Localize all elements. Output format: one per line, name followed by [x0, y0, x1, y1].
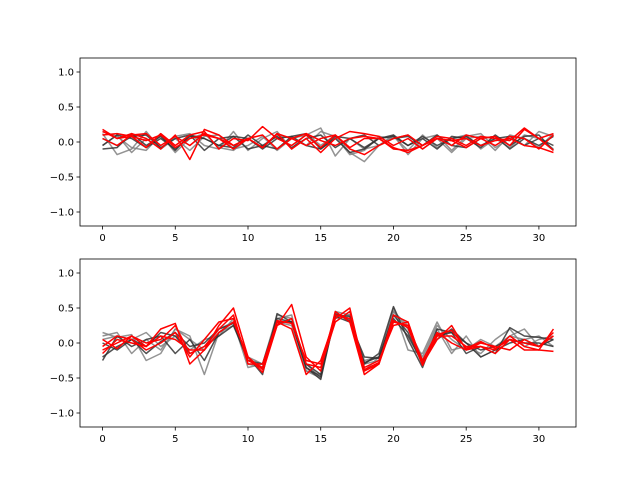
series-line-gray: [102, 130, 554, 156]
x-tick-label: 25: [460, 434, 473, 445]
x-tick-label: 30: [533, 233, 546, 244]
series-line-gray: [102, 130, 554, 163]
y-axis-top: −1.0 −0.5 0.0 0.5 1.0: [50, 68, 80, 219]
x-tick-label: 15: [314, 233, 327, 244]
x-tick-label: 10: [242, 233, 255, 244]
series-lines-top: [101, 125, 554, 163]
y-tick-label: −0.5: [50, 173, 74, 184]
x-tick-label: 15: [314, 434, 327, 445]
x-tick-label: 5: [172, 434, 178, 445]
series-line-red: [102, 314, 554, 371]
y-tick-label: −1.0: [50, 409, 74, 420]
x-tick-label: 10: [242, 434, 255, 445]
subplot-top: 0 5 10 15 20 25 30 −1.0 −0.5 0.0 0.5 1.0: [50, 57, 577, 244]
x-tick-label: 20: [387, 434, 400, 445]
series-line-red: [102, 130, 554, 154]
x-tick-label: 0: [99, 434, 105, 445]
series-line-red: [102, 310, 554, 369]
x-tick-label: 0: [99, 233, 105, 244]
y-tick-label: 0.5: [58, 103, 74, 114]
series-lines-bottom: [101, 303, 555, 381]
y-tick-label: 1.0: [58, 269, 74, 280]
y-axis-bottom: −1.0 −0.5 0.0 0.5 1.0: [50, 269, 80, 420]
x-axis-bottom: 0 5 10 15 20 25 30: [99, 427, 545, 445]
x-tick-label: 25: [460, 233, 473, 244]
x-tick-label: 20: [387, 233, 400, 244]
series-line-red: [102, 125, 554, 156]
subplot-bottom: 0 5 10 15 20 25 30 −1.0 −0.5 0.0 0.5 1.0: [50, 258, 577, 445]
y-tick-label: 0.5: [58, 304, 74, 315]
series-line-red: [102, 132, 554, 152]
x-axis-top: 0 5 10 15 20 25 30: [99, 226, 545, 244]
y-tick-label: −0.5: [50, 374, 74, 385]
x-tick-label: 5: [172, 233, 178, 244]
y-tick-label: 1.0: [58, 68, 74, 79]
y-tick-label: −1.0: [50, 208, 74, 219]
y-tick-label: 0.0: [58, 138, 74, 149]
y-tick-label: 0.0: [58, 339, 74, 350]
x-tick-label: 30: [533, 434, 546, 445]
